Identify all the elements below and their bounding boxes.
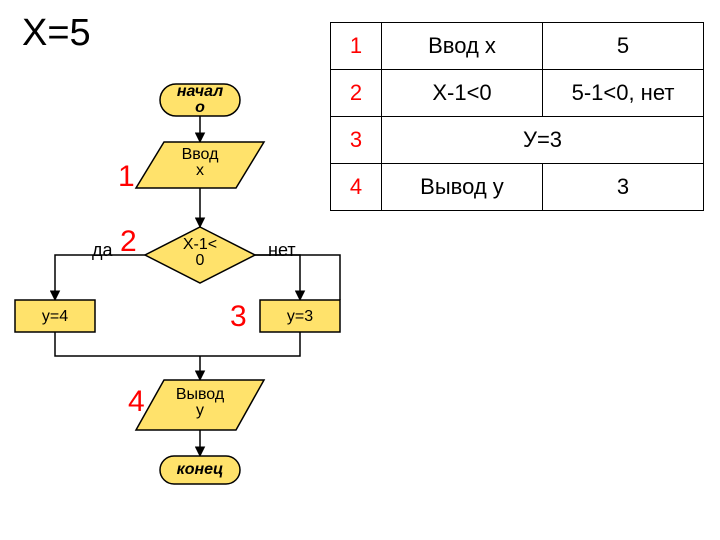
row-number: 3	[331, 117, 382, 164]
edge	[200, 332, 300, 356]
table-row: 1Ввод x5	[331, 23, 704, 70]
node-process: y=4	[15, 300, 95, 332]
node-io: Выводy	[136, 380, 264, 430]
trace-table: 1Ввод x52X-1<05-1<0, нет3У=34Вывод y3	[330, 22, 704, 211]
row-val: 3	[543, 164, 704, 211]
table-row: 3У=3	[331, 117, 704, 164]
row-val: 5-1<0, нет	[543, 70, 704, 117]
edge	[255, 255, 300, 300]
row-number: 4	[331, 164, 382, 211]
table-row: 2X-1<05-1<0, нет	[331, 70, 704, 117]
step-number-3: 3	[230, 300, 247, 334]
svg-text:y=4: y=4	[42, 308, 68, 325]
step-number-4: 4	[128, 385, 145, 419]
svg-text:y=3: y=3	[287, 308, 313, 325]
edge	[55, 332, 200, 356]
row-number: 1	[331, 23, 382, 70]
step-number-1: 1	[118, 160, 135, 194]
node-terminator: начало	[160, 83, 240, 116]
edge	[255, 255, 340, 300]
row-number: 2	[331, 70, 382, 117]
step-number-2: 2	[120, 225, 137, 259]
node-terminator: конец	[160, 456, 240, 484]
row-op: Вывод y	[382, 164, 543, 211]
edge-label-yes: да	[92, 240, 113, 261]
edge-label-no: нет	[268, 240, 296, 261]
edge	[55, 255, 145, 300]
row-val: 5	[543, 23, 704, 70]
row-op: X-1<0	[382, 70, 543, 117]
row-op: Ввод x	[382, 23, 543, 70]
svg-text:конец: конец	[177, 461, 224, 478]
table-row: 4Вывод y3	[331, 164, 704, 211]
node-process: y=3	[260, 300, 340, 332]
row-merged: У=3	[382, 117, 704, 164]
node-decision: X-1<0	[145, 227, 255, 283]
node-io: Вводx	[136, 142, 264, 188]
